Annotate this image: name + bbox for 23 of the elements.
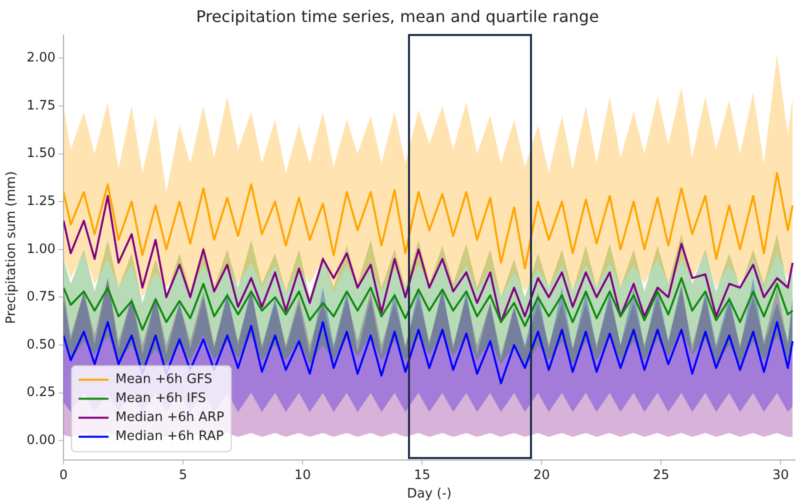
x-tick-label: 15 bbox=[414, 468, 430, 483]
legend-label: Mean +6h GFS bbox=[116, 372, 212, 388]
legend-label: Mean +6h IFS bbox=[116, 391, 206, 406]
y-tick-label: 0.75 bbox=[26, 290, 56, 305]
x-axis-title: Day (-) bbox=[406, 486, 452, 502]
y-tick-label: 2.00 bbox=[26, 50, 56, 66]
x-tick-label: 10 bbox=[294, 468, 311, 483]
y-tick-label: 0.00 bbox=[26, 433, 56, 448]
chart-title: Precipitation time series, mean and quartile range bbox=[196, 6, 599, 26]
x-tick-label: 25 bbox=[652, 468, 670, 483]
y-tick-label: 1.00 bbox=[26, 242, 56, 257]
y-tick-label: 1.50 bbox=[26, 146, 56, 162]
y-tick-label: 0.25 bbox=[26, 385, 56, 400]
x-tick-label: 30 bbox=[772, 468, 789, 483]
legend-label: Median +6h ARP bbox=[116, 410, 224, 426]
y-tick-label: 1.25 bbox=[26, 194, 56, 209]
x-tick-label: 20 bbox=[533, 468, 550, 483]
x-tick-label: 0 bbox=[59, 468, 68, 483]
x-tick-label: 5 bbox=[178, 468, 188, 483]
y-tick-label: 0.50 bbox=[26, 337, 56, 352]
y-axis-title: Precipitation sum (mm) bbox=[4, 171, 20, 324]
legend-label: Median +6h RAP bbox=[116, 429, 224, 444]
y-tick-label: 1.75 bbox=[26, 98, 56, 114]
